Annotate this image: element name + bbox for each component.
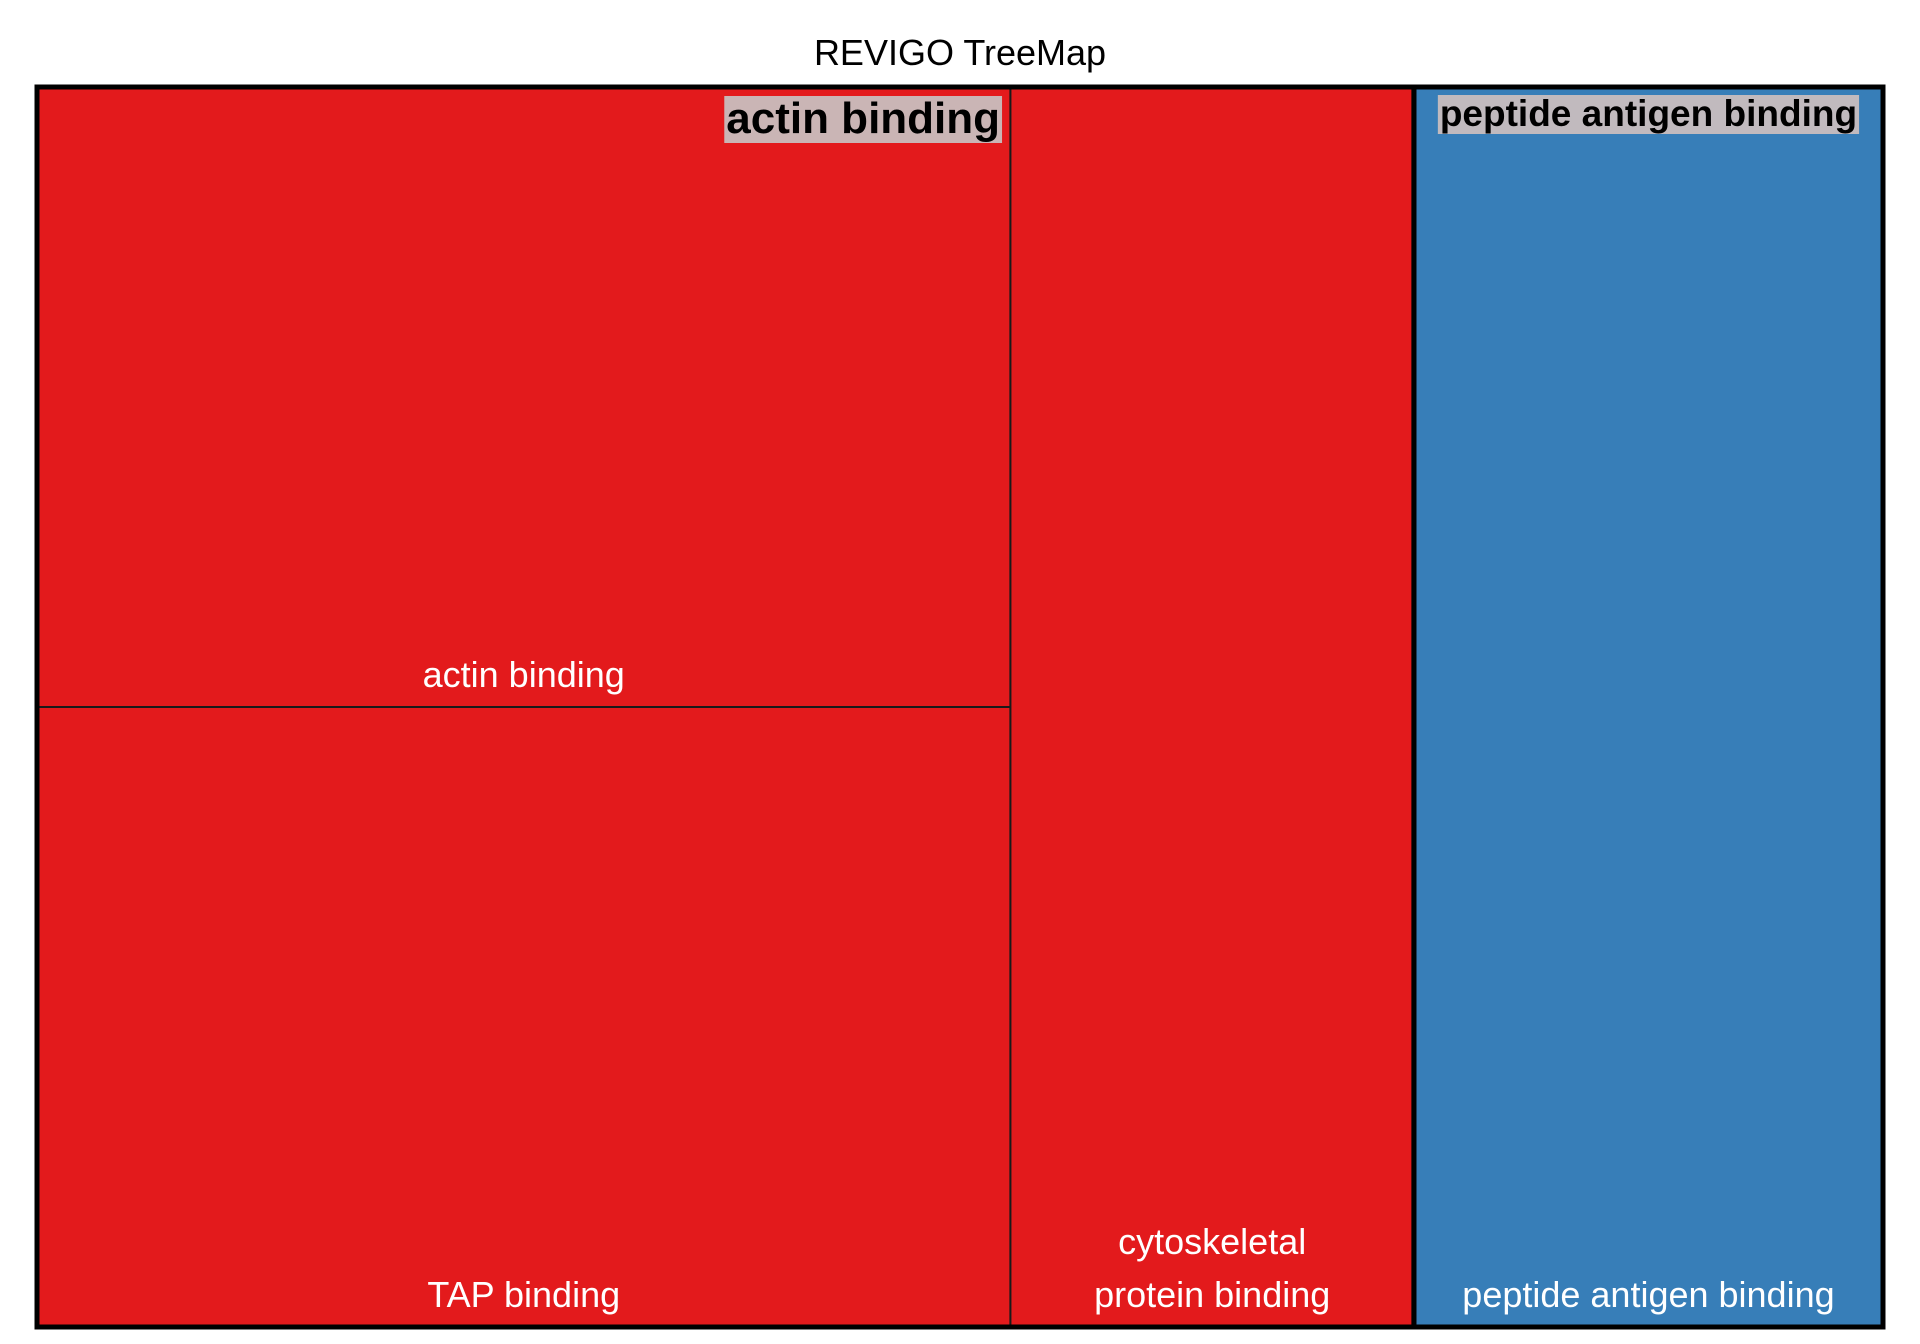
group-label-actin-binding: actin binding [726, 94, 1000, 143]
tile-label-cytoskeletal-protein-binding-1: protein binding [1094, 1274, 1330, 1315]
group-label-bg-actin-binding [724, 96, 1003, 143]
group-label-bg-peptide-antigen-binding [1437, 95, 1860, 134]
tile-label-tap-binding-0: TAP binding [427, 1274, 620, 1315]
group-label-peptide-antigen-binding: peptide antigen binding [1440, 93, 1857, 134]
tile-tap-binding [36, 706, 1012, 1328]
tile-cytoskeletal-protein-binding [1009, 86, 1415, 1328]
tile-actin-binding [36, 86, 1012, 708]
tile-label-peptide-antigen-binding-0: peptide antigen binding [1462, 1274, 1834, 1315]
chart-title: REVIGO TreeMap [813, 32, 1107, 73]
tile-label-cytoskeletal-protein-binding-0: cytoskeletal [1118, 1221, 1306, 1262]
tile-label-actin-binding-0: actin binding [423, 654, 625, 695]
group-border-peptide-antigen-binding [1411, 84, 1886, 1330]
tile-peptide-antigen-binding-group2 [1412, 86, 1885, 1328]
